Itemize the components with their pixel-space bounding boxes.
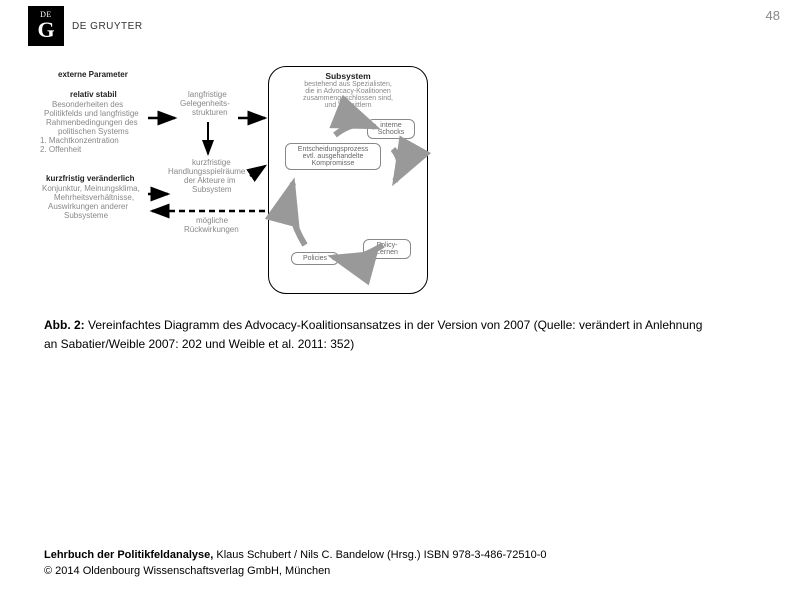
- subsystem-sub1: bestehend aus Spezialisten,: [275, 81, 421, 88]
- page-footer: Lehrbuch der Politikfeldanalyse, Klaus S…: [44, 548, 547, 580]
- page-number: 48: [766, 8, 780, 23]
- caption-text-2: an Sabatier/Weible 2007: 202 und Weible …: [44, 337, 354, 351]
- cycle-arrows: [275, 113, 421, 273]
- publisher-logo: DE G: [28, 6, 64, 46]
- publisher-name: DE GRUYTER: [72, 21, 143, 32]
- logo-g-text: G: [37, 19, 54, 41]
- caption-text-1: Vereinfachtes Diagramm des Advocacy-Koal…: [85, 318, 703, 332]
- footer-line1-rest: Klaus Schubert / Nils C. Bandelow (Hrsg.…: [213, 549, 546, 561]
- figure-caption: Abb. 2: Vereinfachtes Diagramm des Advoc…: [44, 316, 754, 354]
- footer-line2: © 2014 Oldenbourg Wissenschaftsverlag Gm…: [44, 565, 330, 577]
- caption-label: Abb. 2:: [44, 318, 85, 332]
- subsystem-sub2: die in Advocacy-Koalitionen: [275, 88, 421, 95]
- subsystem-sub3: zusammengeschlossen sind,: [275, 95, 421, 102]
- page-header: DE G DE GRUYTER: [0, 0, 794, 46]
- subsystem-sub4: und Vermittlern: [275, 102, 421, 109]
- subsystem-title: Subsystem: [275, 71, 421, 81]
- subsystem-box: Subsystem bestehend aus Spezialisten, di…: [268, 66, 428, 294]
- advocacy-coalition-diagram: externe Parameter relativ stabil Besonde…: [40, 66, 450, 306]
- footer-book-title: Lehrbuch der Politikfeldanalyse,: [44, 549, 213, 561]
